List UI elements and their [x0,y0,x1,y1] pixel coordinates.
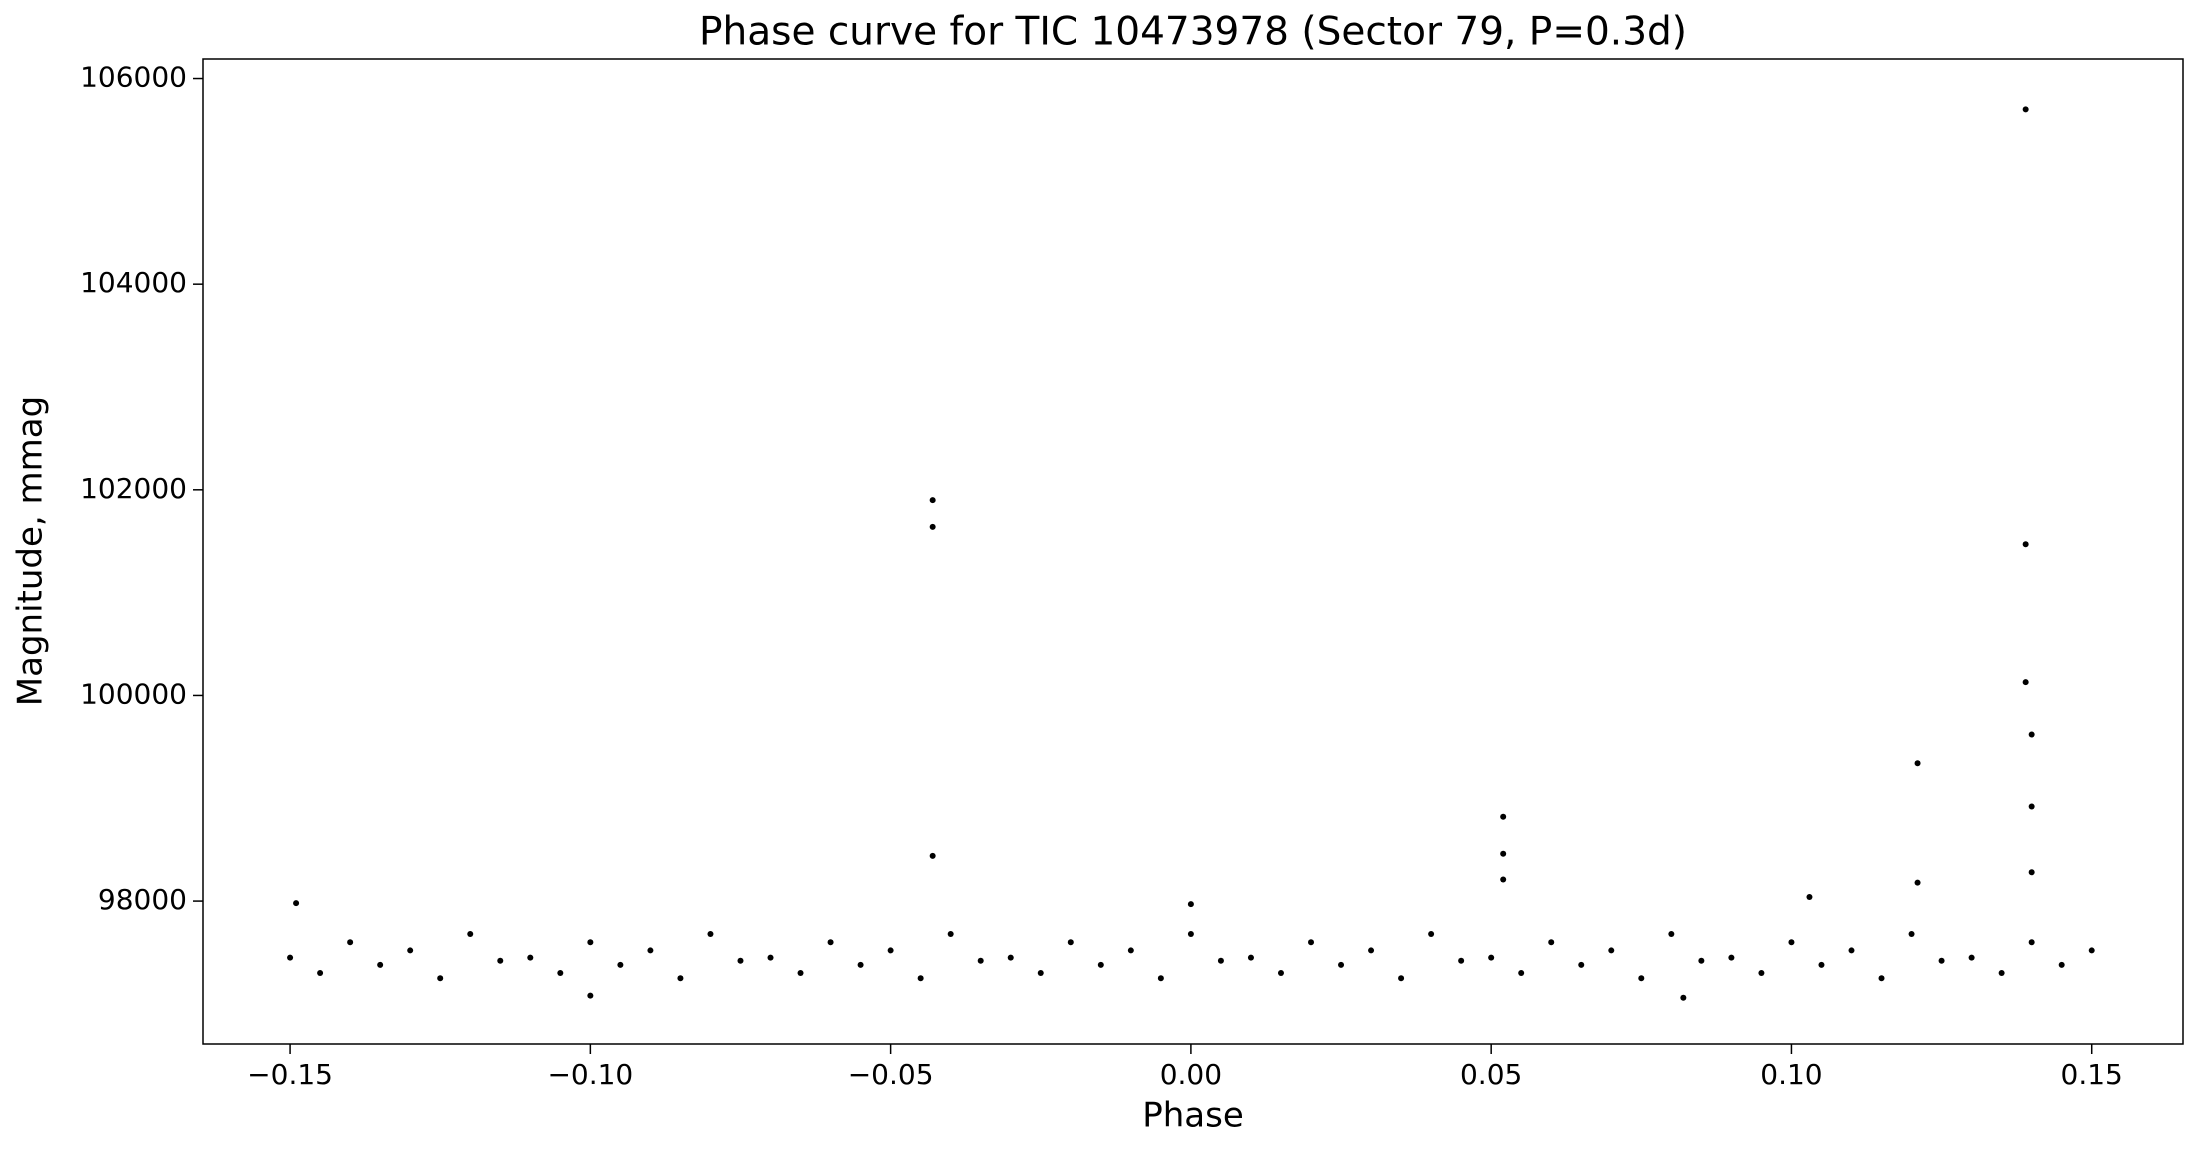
data-point [1217,957,1224,964]
data-point [977,957,984,964]
data-point [929,497,936,504]
y-axis-label: Magnitude, mmag [11,396,51,706]
data-point [2022,106,2029,113]
y-tick-label: 106000 [80,61,187,94]
y-tick-label: 104000 [80,266,187,299]
data-point [1067,939,1074,946]
data-point [1818,961,1825,968]
data-point [527,954,534,961]
data-point [767,954,774,961]
data-point [1277,970,1284,977]
x-tick-label: 0.10 [1760,1058,1822,1091]
data-point [1428,930,1435,937]
data-point [1458,957,1465,964]
data-point [1518,970,1525,977]
data-point [1638,975,1645,982]
data-point [2028,869,2035,876]
y-tick-label: 102000 [80,472,187,505]
data-point [1758,970,1765,977]
data-point [707,930,714,937]
data-point [917,975,924,982]
y-tick-label: 100000 [80,677,187,710]
data-point [1398,975,1405,982]
x-axis-label: Phase [1142,1096,1244,1136]
data-point [1187,901,1194,908]
data-point [317,970,324,977]
data-point [1806,893,1813,900]
data-point [2088,947,2095,954]
data-point [737,957,744,964]
data-point [1608,947,1615,954]
data-point [1157,975,1164,982]
data-point [557,970,564,977]
plot-frame [202,58,2184,1045]
data-point [1488,954,1495,961]
data-point [1728,954,1735,961]
x-tick-label: 0.05 [1460,1058,1522,1091]
data-point [797,970,804,977]
data-point [293,900,300,907]
x-tick-label: 0.15 [2061,1058,2123,1091]
data-point [437,975,444,982]
data-point [1848,947,1855,954]
data-point [1680,994,1687,1001]
data-point [857,961,864,968]
data-point [1500,850,1507,857]
data-point [1698,957,1705,964]
data-point [1668,930,1675,937]
data-point [407,947,414,954]
data-point [1247,954,1254,961]
data-point [1578,961,1585,968]
data-point [929,523,936,530]
data-point [2028,939,2035,946]
data-point [1548,939,1555,946]
data-point [947,930,954,937]
data-point [347,939,354,946]
data-point [2022,541,2029,548]
data-point [1007,954,1014,961]
data-point [1914,879,1921,886]
x-tick-label: 0.00 [1160,1058,1222,1091]
data-point [1097,961,1104,968]
data-point [1788,939,1795,946]
data-point [1338,961,1345,968]
y-tick-label: 98000 [98,883,187,916]
data-point [1127,947,1134,954]
data-point [887,947,894,954]
data-point [647,947,654,954]
data-point [497,957,504,964]
x-tick-label: −0.05 [848,1058,934,1091]
data-point [1878,975,1885,982]
data-point [827,939,834,946]
data-point [377,961,384,968]
data-point [1968,954,1975,961]
data-point [677,975,684,982]
data-point [1037,970,1044,977]
data-point [467,930,474,937]
data-point [1914,760,1921,767]
data-point [1938,957,1945,964]
data-point [1500,813,1507,820]
data-point [587,939,594,946]
data-point [1368,947,1375,954]
data-point [617,961,624,968]
data-point [1500,876,1507,883]
data-point [2028,803,2035,810]
data-point [1187,930,1194,937]
data-point [2058,961,2065,968]
chart-title: Phase curve for TIC 10473978 (Sector 79,… [699,10,1687,55]
data-point [2022,679,2029,686]
x-tick-label: −0.10 [547,1058,633,1091]
data-point [587,992,594,999]
data-point [929,852,936,859]
data-point [1908,930,1915,937]
data-point [1308,939,1315,946]
x-tick-label: −0.15 [247,1058,333,1091]
data-point [287,954,294,961]
data-point [1998,970,2005,977]
data-point [2028,731,2035,738]
